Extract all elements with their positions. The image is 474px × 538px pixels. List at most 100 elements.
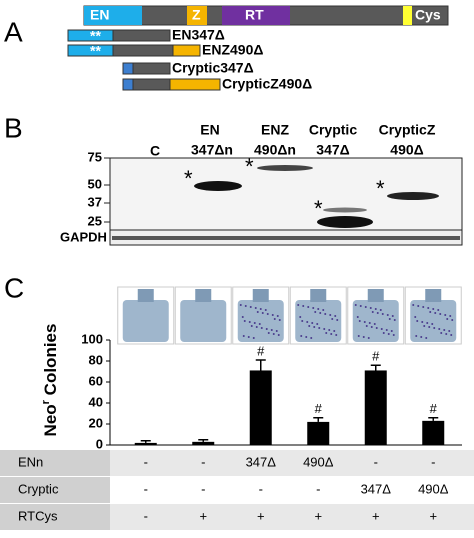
colony (311, 322, 314, 324)
colony (363, 321, 366, 323)
colony (319, 312, 322, 314)
flask-neck (252, 289, 269, 302)
bar (192, 441, 215, 445)
colony (369, 307, 372, 309)
colony (272, 333, 275, 335)
colony (266, 313, 269, 315)
colony (393, 319, 396, 321)
colony (301, 320, 304, 322)
error-bar (428, 416, 439, 421)
y-axis-label: Neor Colonies (40, 324, 61, 437)
colony (426, 322, 429, 324)
colony (429, 311, 432, 313)
colony (364, 306, 367, 308)
lane-label: EN (200, 122, 219, 138)
colony (445, 333, 448, 335)
table-cell: - (144, 481, 148, 496)
lane-label: 490Δn (254, 142, 296, 158)
table-cell: - (431, 454, 435, 469)
domain-label: RT (245, 7, 264, 23)
colony (325, 332, 328, 334)
bar (307, 421, 330, 445)
colony (362, 336, 365, 338)
significance-marker: # (430, 401, 438, 416)
colony (275, 330, 278, 332)
table-cell: + (314, 508, 322, 523)
star: ** (90, 43, 101, 59)
colony (451, 319, 454, 321)
mw-label: 75 (88, 149, 102, 164)
colony (380, 328, 383, 330)
colony (318, 327, 321, 329)
colony (449, 315, 452, 317)
colony (329, 314, 332, 316)
error-bar (140, 440, 151, 443)
lane-label: 347Δn (191, 142, 233, 158)
colony (330, 333, 333, 335)
lane-label: C (150, 143, 160, 159)
colony (443, 329, 446, 331)
colony (297, 304, 300, 306)
y-tick-label: 60 (89, 373, 103, 388)
row-header-cell (0, 504, 110, 530)
colony (259, 308, 262, 310)
bar (422, 420, 445, 445)
construct-label: CrypticZ490Δ (222, 76, 312, 92)
loading-label: GAPDH (60, 229, 107, 244)
y-tick-label: 40 (89, 394, 103, 409)
error-bar (313, 416, 324, 422)
colony (328, 329, 331, 331)
error-bar (370, 364, 381, 371)
asterisk: * (245, 154, 254, 179)
colony (260, 327, 263, 329)
colony (255, 326, 258, 328)
mw-label: 50 (88, 176, 102, 191)
star: ** (90, 28, 101, 44)
flask-body (410, 300, 457, 342)
table-cell: + (372, 508, 380, 523)
colony (270, 329, 273, 331)
asterisk: * (184, 166, 193, 191)
colony (265, 328, 268, 330)
colony (381, 313, 384, 315)
colony (243, 320, 246, 322)
flask-body (352, 300, 399, 342)
colony (434, 312, 437, 314)
colony (431, 323, 434, 325)
table-cell: - (201, 481, 205, 496)
panel-label: B (4, 112, 23, 143)
flask-body (237, 300, 284, 342)
colony (368, 322, 371, 324)
colony (324, 313, 327, 315)
colony (374, 308, 377, 310)
table-cell: 347Δ (246, 454, 277, 469)
colony (365, 325, 368, 327)
bar (134, 442, 157, 445)
bar (364, 370, 387, 445)
constructs (67, 29, 221, 91)
colony (359, 305, 362, 307)
colony (271, 314, 274, 316)
colony (391, 315, 394, 317)
colony (317, 308, 320, 310)
y-tick-label: 0 (96, 436, 103, 451)
colony (375, 327, 378, 329)
colony (256, 311, 259, 313)
error-bar (255, 359, 266, 371)
blot (104, 157, 463, 246)
colony (433, 327, 436, 329)
colony (242, 335, 245, 337)
lane-label: 347Δ (316, 142, 349, 158)
colony (439, 313, 442, 315)
colony (331, 318, 334, 320)
table-cell: + (429, 508, 437, 523)
colony (273, 318, 276, 320)
colony (247, 336, 250, 338)
colony (305, 336, 308, 338)
colony (261, 312, 264, 314)
colony (379, 309, 382, 311)
colony (415, 335, 418, 337)
colony (306, 321, 309, 323)
colony (438, 328, 441, 330)
